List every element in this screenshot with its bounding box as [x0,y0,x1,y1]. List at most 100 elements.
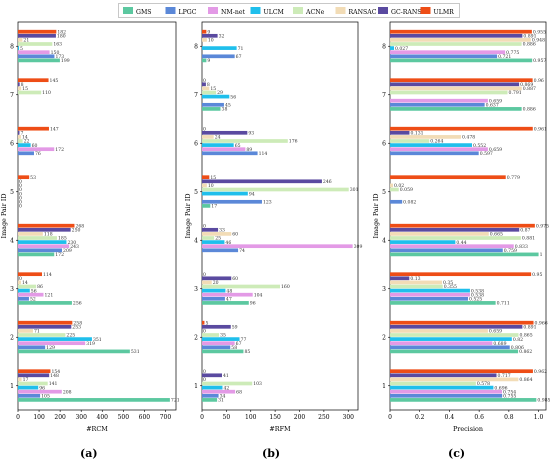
value-label: 29 [217,90,223,96]
value-label: 71 [34,329,40,335]
value-label: 42 [223,385,229,391]
value-label: 0.717 [498,373,511,379]
bar-lpgc-pair-7 [202,102,224,107]
value-label: 0 [203,329,206,335]
bar-ransac-pair-6 [202,135,214,139]
bar-gc-ransac-pair-1 [390,373,497,378]
value-label: 0.659 [489,98,502,104]
value-label: 0.131 [410,130,423,136]
bar-ulcm-pair-8 [18,46,20,50]
bar-ulmr-pair-5 [18,175,30,180]
bar-ulmr-pair-1 [390,369,533,374]
bar-gc-ransac-pair-6 [202,130,248,135]
value-label: 0.44 [456,240,466,246]
value-label: 243 [70,244,79,250]
bar-lpgc-pair-6 [18,151,35,156]
bar-acne-pair-4 [18,236,57,240]
value-label: 76 [35,151,41,157]
bar-lpgc-pair-8 [390,54,498,59]
value-label: 25 [215,236,221,242]
value-label: 35 [220,333,226,339]
x-tick-label: 200 [294,414,306,421]
x-tick-label: 500 [118,414,130,421]
bar-ransac-pair-1 [390,377,519,382]
bar-ulmr-pair-3 [18,272,43,277]
bar-gc-ransac-pair-2 [18,324,72,329]
value-label: 172 [55,252,64,258]
value-label: 531 [131,349,140,355]
bar-acne-pair-2 [18,333,66,337]
value-label: 145 [50,78,59,84]
value-label: 114 [259,151,268,157]
bar-gms-pair-3 [202,301,249,305]
y-tick-label: 3 [10,286,14,293]
value-label: 230 [67,240,76,246]
value-label: 0.891 [523,324,536,330]
bar-lpgc-pair-2 [202,345,231,350]
bar-ransac-pair-4 [202,232,232,236]
bar-nm-net-pair-3 [18,292,44,297]
value-label: 96 [39,385,45,391]
value-label: 0.721 [498,54,511,60]
bar-ulmr-pair-2 [390,320,534,325]
value-label: 48 [226,288,232,294]
bar-ransac-pair-3 [18,280,21,285]
bar-ulcm-pair-1 [18,385,39,390]
value-label: 45 [225,102,231,108]
bar-ulmr-pair-8 [390,29,532,34]
value-label: 160 [281,284,290,290]
chart-panel-3: 0.9850.7550.7540.6960.5780.8640.7170.962… [372,21,550,433]
value-label: 60 [232,276,238,282]
x-tick-label: 100 [245,414,257,421]
bar-ulcm-pair-2 [202,337,240,341]
bar-gms-pair-8 [202,58,207,63]
value-label: 58 [231,345,237,351]
value-label: 17 [211,204,217,210]
y-tick-label: 8 [10,43,14,50]
bar-acne-pair-3 [390,284,443,289]
value-label: 163 [53,42,62,48]
bar-ulcm-pair-6 [390,143,473,147]
bar-gms-pair-2 [390,349,519,354]
bar-ulmr-pair-7 [18,78,49,83]
bar-nm-net-pair-8 [390,50,506,55]
value-label: 180 [57,33,66,39]
value-label: 33 [219,227,225,233]
bar-ulmr-pair-7 [390,78,533,83]
value-label: 0.264 [430,139,443,145]
bar-gms-pair-2 [202,349,244,354]
value-label: 253 [72,324,81,330]
bar-lpgc-pair-2 [390,345,510,350]
value-label: 148 [50,373,59,379]
value-label: 71 [238,46,244,52]
bar-lpgc-pair-7 [390,102,485,107]
value-label: 34 [220,393,226,399]
bar-gc-ransac-pair-8 [202,33,218,38]
bar-gc-ransac-pair-2 [202,324,231,329]
value-label: 114 [43,272,52,278]
bar-gms-pair-2 [18,349,130,354]
value-label: 0.891 [523,33,536,39]
legend-swatch-lpgc [165,7,176,14]
value-label: 0.862 [519,349,532,355]
legend-swatch-gms [123,7,133,14]
bar-ransac-pair-3 [202,280,212,285]
value-label: 17 [23,377,29,383]
legend-swatch-ulmr [420,7,431,14]
panel-label-c: (c) [448,447,466,460]
x-tick-label: 50 [223,414,231,421]
value-label: 24 [215,135,221,141]
value-label: 0.95 [532,272,542,278]
y-tick-label: 6 [194,140,198,147]
bar-gms-pair-3 [18,301,72,305]
value-label: 309 [354,244,363,250]
value-label: 0 [19,179,22,185]
value-label: 721 [171,398,180,404]
y-axis-label: Image Pair ID [184,194,192,239]
bar-lpgc-pair-8 [18,54,55,59]
value-label: 65 [235,143,241,149]
bar-gc-ransac-pair-2 [390,324,523,329]
bar-gc-ransac-pair-5 [202,179,322,184]
value-label: 68 [236,389,242,395]
